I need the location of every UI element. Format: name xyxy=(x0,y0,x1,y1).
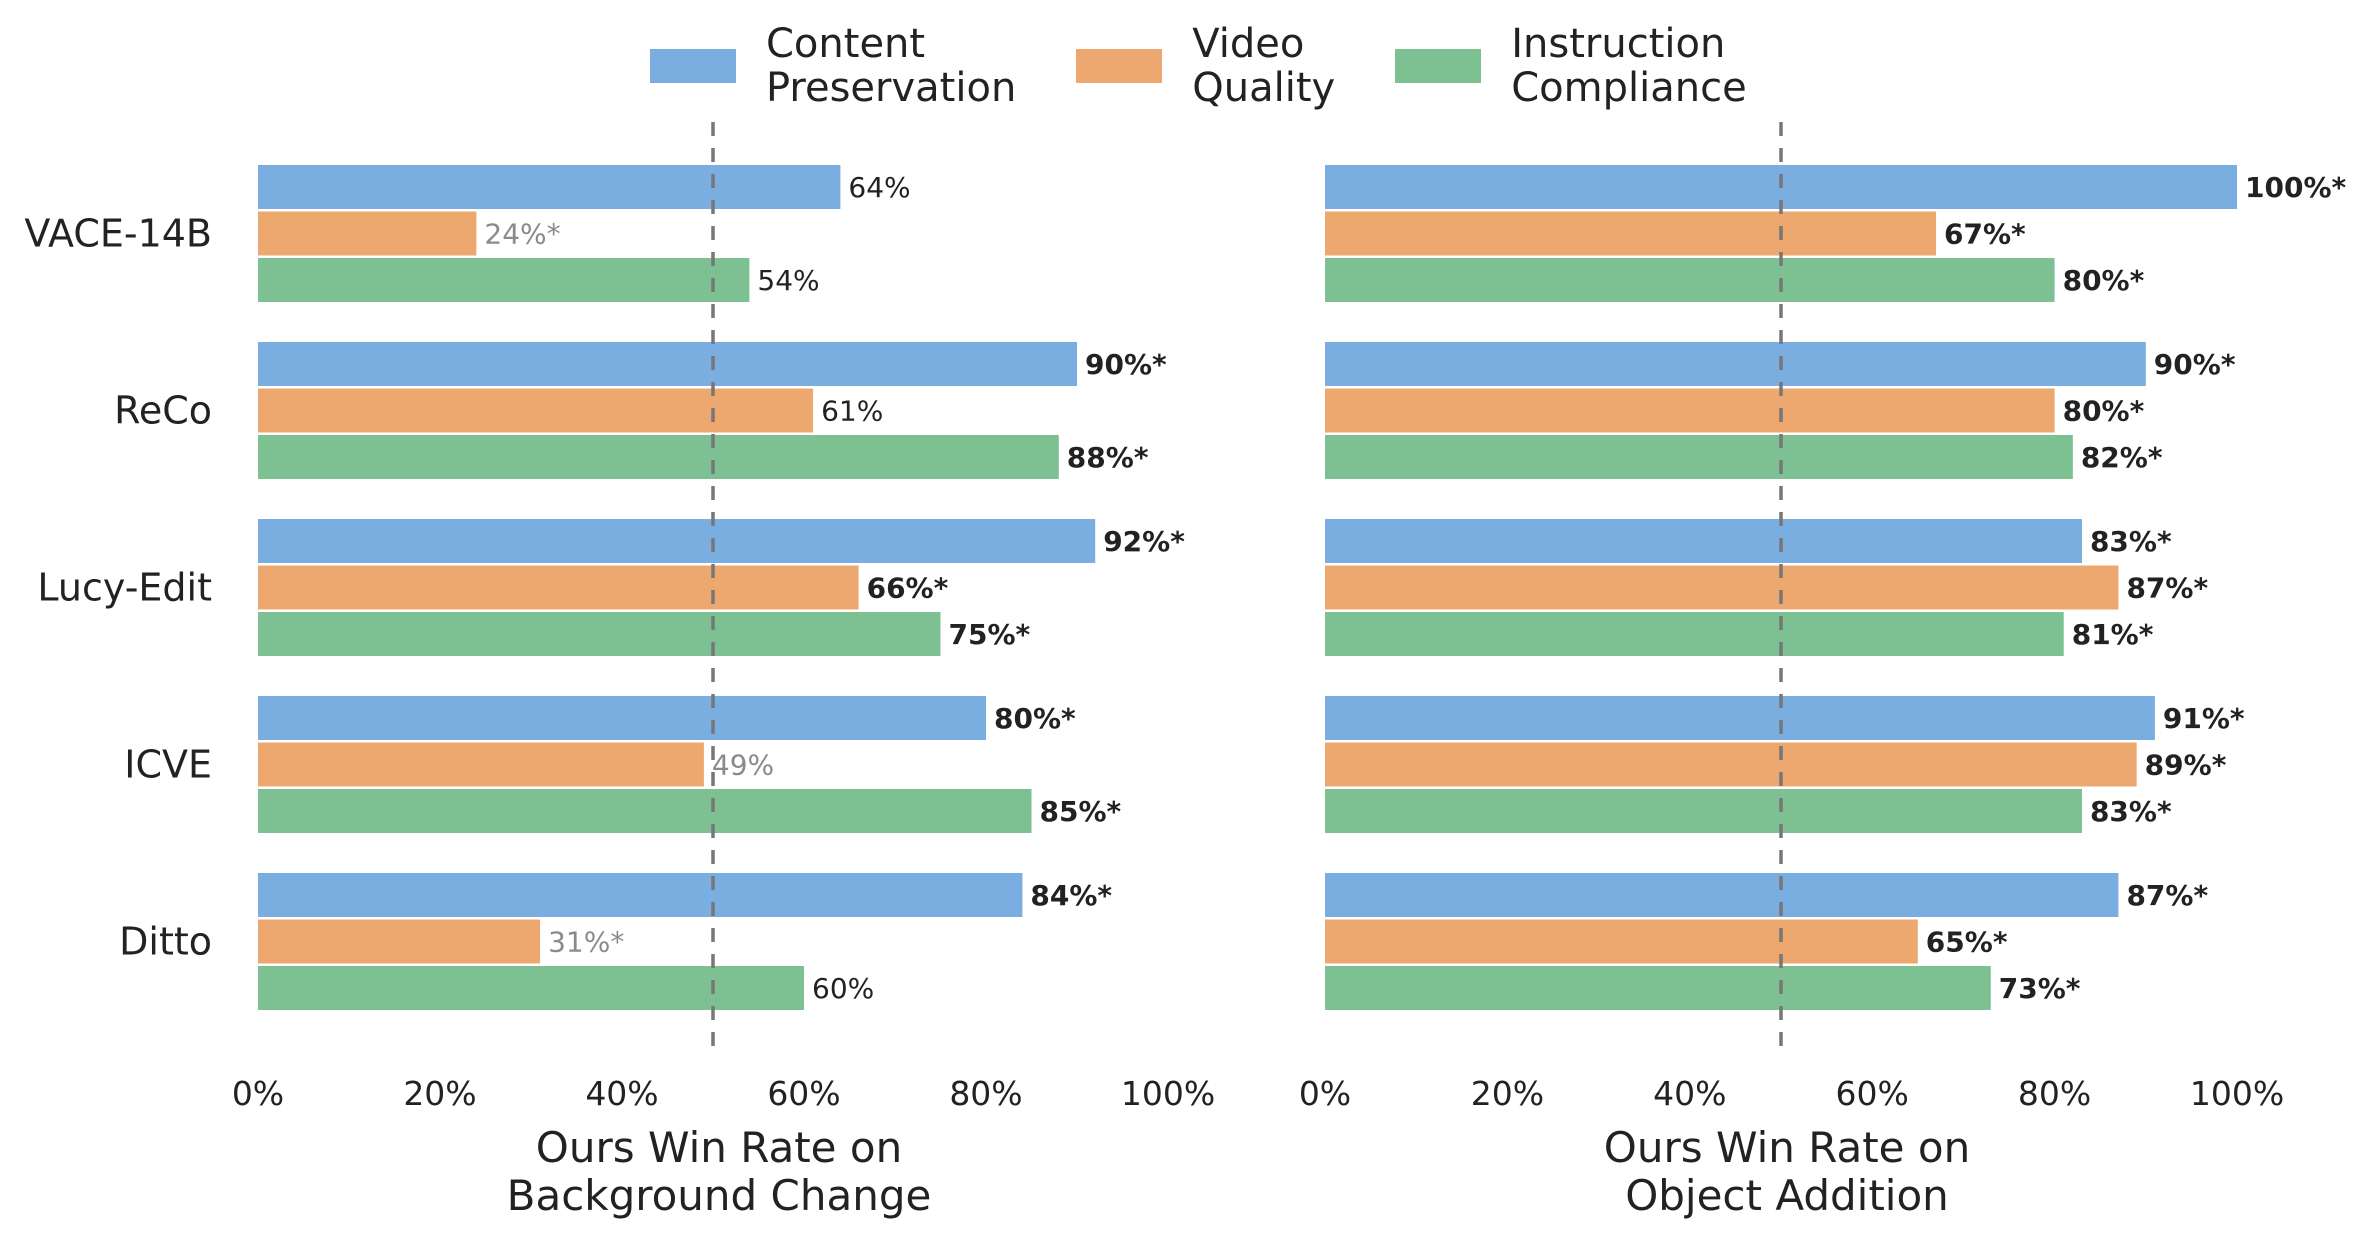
data-label: 24%* xyxy=(484,218,560,251)
bar-background-change-3-1 xyxy=(258,742,704,787)
x-tick-label: 20% xyxy=(403,1074,476,1113)
bar-background-change-4-2 xyxy=(258,966,804,1010)
data-label: 100%* xyxy=(2245,171,2347,204)
data-label: 83%* xyxy=(2090,525,2172,558)
data-label: 60% xyxy=(812,972,874,1005)
data-label: 87%* xyxy=(2126,572,2208,605)
bar-background-change-1-1 xyxy=(258,388,814,433)
bar-background-change-2-1 xyxy=(258,565,859,610)
legend-label-instruction-compliance: Instruction Compliance xyxy=(1511,21,1747,111)
bar-background-change-2-2 xyxy=(258,612,941,656)
legend-item-content-preservation: Content Preservation xyxy=(650,22,1016,110)
data-label: 67%* xyxy=(1944,218,2026,251)
data-label: 80%* xyxy=(2063,395,2145,428)
bar-background-change-3-2 xyxy=(258,789,1032,833)
x-tick-label: 20% xyxy=(1471,1074,1544,1113)
data-label: 61% xyxy=(821,395,883,428)
x-axis-label: Ours Win Rate on Background Change xyxy=(507,1123,932,1220)
legend-label-video-quality: Video Quality xyxy=(1192,21,1336,111)
data-label: 88%* xyxy=(1067,441,1149,474)
category-label: VACE-14B xyxy=(24,212,212,256)
data-label: 84%* xyxy=(1030,879,1112,912)
x-axis-label: Ours Win Rate on Object Addition xyxy=(1604,1123,1970,1220)
data-label: 73%* xyxy=(1999,972,2081,1005)
x-tick-label: 100% xyxy=(1121,1074,1215,1113)
bar-background-change-0-1 xyxy=(258,211,477,256)
data-label: 91%* xyxy=(2163,702,2245,735)
x-tick-label: 40% xyxy=(1653,1074,1726,1113)
x-tick-label: 0% xyxy=(232,1074,284,1113)
bar-object-addition-4-1 xyxy=(1325,919,1918,964)
data-label: 65%* xyxy=(1926,926,2008,959)
legend-swatch-video-quality xyxy=(1076,49,1163,83)
bar-background-change-1-2 xyxy=(258,435,1059,479)
bar-background-change-4-1 xyxy=(258,919,541,964)
x-tick-label: 60% xyxy=(767,1074,840,1113)
bar-object-addition-3-2 xyxy=(1325,789,2082,833)
bar-object-addition-0-2 xyxy=(1325,258,2055,302)
data-label: 80%* xyxy=(994,702,1076,735)
data-label: 83%* xyxy=(2090,795,2172,828)
data-label: 54% xyxy=(757,264,819,297)
category-label: Lucy-Edit xyxy=(37,566,212,610)
x-tick-label: 100% xyxy=(2190,1074,2284,1113)
bar-background-change-4-0 xyxy=(258,873,1023,917)
x-tick-label: 40% xyxy=(585,1074,658,1113)
bar-background-change-1-0 xyxy=(258,342,1077,386)
bar-object-addition-2-1 xyxy=(1325,565,2119,610)
bar-object-addition-3-0 xyxy=(1325,696,2155,740)
bar-object-addition-1-1 xyxy=(1325,388,2055,433)
x-tick-label: 80% xyxy=(949,1074,1022,1113)
legend-swatch-instruction-compliance xyxy=(1395,49,1482,83)
x-tick-label: 60% xyxy=(1836,1074,1909,1113)
legend-swatch-content-preservation xyxy=(650,49,736,83)
category-label: ICVE xyxy=(124,743,212,787)
x-tick-label: 80% xyxy=(2018,1074,2091,1113)
data-label: 75%* xyxy=(949,618,1031,651)
category-label: ReCo xyxy=(114,389,212,433)
bar-background-change-0-0 xyxy=(258,165,841,209)
bar-object-addition-0-1 xyxy=(1325,211,1937,256)
bar-background-change-2-0 xyxy=(258,519,1096,563)
data-label: 81%* xyxy=(2072,618,2154,651)
bar-background-change-3-0 xyxy=(258,696,986,740)
bar-background-change-0-2 xyxy=(258,258,750,302)
data-label: 87%* xyxy=(2126,879,2208,912)
bar-object-addition-3-1 xyxy=(1325,742,2137,787)
bar-object-addition-2-0 xyxy=(1325,519,2082,563)
data-label: 49% xyxy=(712,749,774,782)
data-label: 85%* xyxy=(1040,795,1122,828)
data-label: 89%* xyxy=(2145,749,2227,782)
data-label: 90%* xyxy=(1085,348,1167,381)
bar-object-addition-4-0 xyxy=(1325,873,2119,917)
data-label: 90%* xyxy=(2154,348,2236,381)
bar-object-addition-2-2 xyxy=(1325,612,2064,656)
bar-object-addition-4-2 xyxy=(1325,966,1991,1010)
legend-item-instruction-compliance: Instruction Compliance xyxy=(1395,21,1747,111)
legend: Content Preservation Video Quality Instr… xyxy=(650,22,1807,110)
data-label: 66%* xyxy=(867,572,949,605)
data-label: 92%* xyxy=(1103,525,1185,558)
data-label: 80%* xyxy=(2063,264,2145,297)
data-label: 31%* xyxy=(548,926,624,959)
bar-object-addition-1-0 xyxy=(1325,342,2146,386)
x-tick-label: 0% xyxy=(1299,1074,1351,1113)
category-label: Ditto xyxy=(119,920,212,964)
data-label: 82%* xyxy=(2081,441,2163,474)
legend-item-video-quality: Video Quality xyxy=(1076,22,1335,110)
legend-label-content-preservation: Content Preservation xyxy=(766,21,1017,111)
bar-object-addition-1-2 xyxy=(1325,435,2073,479)
data-label: 64% xyxy=(848,171,910,204)
